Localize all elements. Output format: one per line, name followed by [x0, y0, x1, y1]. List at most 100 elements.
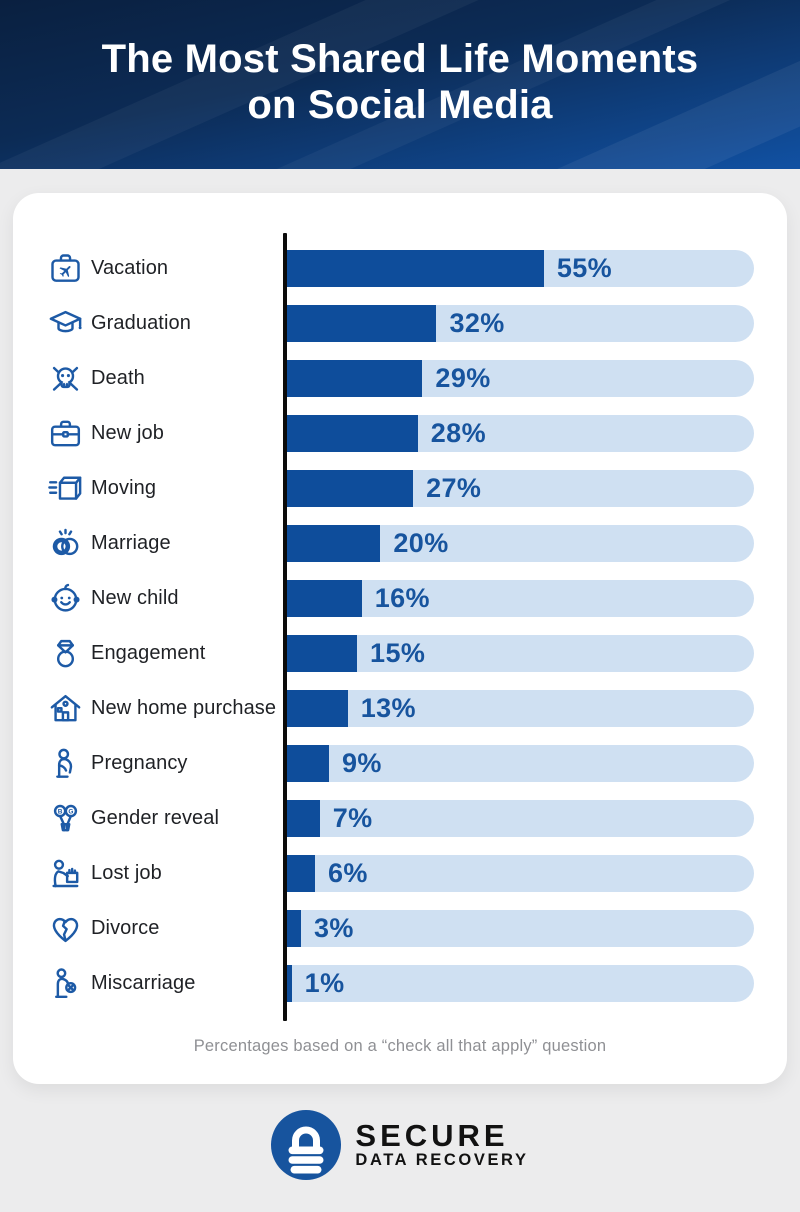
chart-row: New child 16%	[13, 571, 787, 626]
brand-logo: SECURE DATA RECOVERY	[0, 1110, 800, 1180]
bar-fill	[287, 415, 418, 452]
skull-crossbones-icon	[43, 357, 87, 401]
chart-row: Lost job 6%	[13, 846, 787, 901]
row-header: Pregnancy	[13, 742, 287, 786]
bar-fill	[287, 800, 320, 837]
bar-track: 27%	[287, 470, 754, 507]
chart-row: Miscarriage 1%	[13, 956, 787, 1011]
chart-row: Divorce 3%	[13, 901, 787, 956]
row-header: New home purchase	[13, 687, 287, 731]
row-header: Marriage	[13, 522, 287, 566]
chart-row: Death 29%	[13, 351, 787, 406]
chart-row: Graduation 32%	[13, 296, 787, 351]
category-label: Engagement	[91, 642, 206, 664]
category-label: New home purchase	[91, 697, 277, 719]
chart-row: Engagement 15%	[13, 626, 787, 681]
value-label: 27%	[426, 473, 482, 503]
bar-chart: Vacation 55% Graduation 32% Death 29% Ne…	[13, 233, 787, 1021]
svg-text:G: G	[68, 808, 73, 815]
title-line-2: on Social Media	[247, 83, 553, 127]
bar-fill	[287, 855, 316, 892]
bar-fill	[287, 690, 348, 727]
bar-track: 32%	[287, 305, 754, 342]
category-label: Miscarriage	[91, 972, 196, 994]
briefcase-icon	[43, 412, 87, 456]
chart-row: New job 28%	[13, 406, 787, 461]
bar-fill	[287, 250, 544, 287]
row-header: Engagement	[13, 632, 287, 676]
graduation-cap-icon	[43, 302, 87, 346]
value-label: 1%	[304, 968, 345, 998]
bar-fill	[287, 745, 330, 782]
baby-face-icon	[43, 577, 87, 621]
bar-fill	[287, 470, 414, 507]
chart-rows: Vacation 55% Graduation 32% Death 29% Ne…	[13, 241, 787, 1011]
lost-job-box-icon	[43, 852, 87, 896]
category-label: Lost job	[91, 862, 162, 884]
brand-name: SECURE	[355, 1117, 509, 1153]
bar-track: 13%	[287, 690, 754, 727]
padlock-icon	[271, 1110, 342, 1180]
value-label: 6%	[328, 858, 368, 888]
row-header: Death	[13, 357, 287, 401]
value-label: 29%	[435, 363, 491, 393]
bar-fill	[287, 360, 423, 397]
value-label: 7%	[332, 803, 373, 833]
category-label: New child	[91, 587, 179, 609]
bar-track: 1%	[287, 965, 754, 1002]
bar-track: 3%	[287, 910, 754, 947]
axis-line	[283, 233, 287, 1021]
chart-card: Vacation 55% Graduation 32% Death 29% Ne…	[13, 193, 787, 1084]
category-label: Vacation	[91, 257, 169, 279]
row-header: New job	[13, 412, 287, 456]
chart-row: New home purchase 13%	[13, 681, 787, 736]
category-label: Marriage	[91, 532, 171, 554]
bar-track: 29%	[287, 360, 754, 397]
chart-footnote: Percentages based on a “check all that a…	[193, 1037, 607, 1055]
value-label: 16%	[374, 583, 430, 613]
category-label: Gender reveal	[91, 807, 220, 829]
chart-row: Marriage 20%	[13, 516, 787, 571]
header-banner: The Most Shared Life Moments on Social M…	[0, 0, 800, 169]
chart-row: Pregnancy 9%	[13, 736, 787, 791]
category-label: Death	[91, 367, 145, 389]
bar-track: 6%	[287, 855, 754, 892]
row-header: Divorce	[13, 907, 287, 951]
value-label: 55%	[556, 253, 613, 283]
category-label: Graduation	[91, 312, 191, 334]
bar-fill	[287, 580, 362, 617]
engagement-ring-icon	[43, 632, 87, 676]
category-label: Moving	[91, 477, 157, 499]
row-header: Graduation	[13, 302, 287, 346]
moving-box-icon	[43, 467, 87, 511]
bar-fill	[287, 635, 358, 672]
row-header: Lost job	[13, 852, 287, 896]
row-header: Moving	[13, 467, 287, 511]
value-label: 32%	[449, 308, 505, 338]
broken-heart-icon	[43, 907, 87, 951]
bar-track: 55%	[287, 250, 754, 287]
brand-subtitle: DATA RECOVERY	[355, 1150, 529, 1169]
bar-track: 16%	[287, 580, 754, 617]
brand-text: SECURE DATA RECOVERY	[355, 1117, 529, 1170]
wedding-rings-icon	[43, 522, 87, 566]
bar-fill	[287, 965, 292, 1002]
row-header: Miscarriage	[13, 962, 287, 1006]
bar-track: 9%	[287, 745, 754, 782]
miscarriage-icon	[43, 962, 87, 1006]
bar-track: 20%	[287, 525, 754, 562]
category-label: Divorce	[91, 917, 160, 939]
category-label: Pregnancy	[91, 752, 188, 774]
house-icon	[43, 687, 87, 731]
value-label: 15%	[370, 638, 426, 668]
value-label: 9%	[342, 748, 382, 778]
chart-row: Moving 27%	[13, 461, 787, 516]
pregnant-woman-icon	[43, 742, 87, 786]
bar-fill	[287, 305, 437, 342]
value-label: 3%	[314, 913, 354, 943]
svg-text:B: B	[57, 808, 62, 815]
bar-fill	[287, 525, 381, 562]
value-label: 28%	[430, 418, 486, 448]
